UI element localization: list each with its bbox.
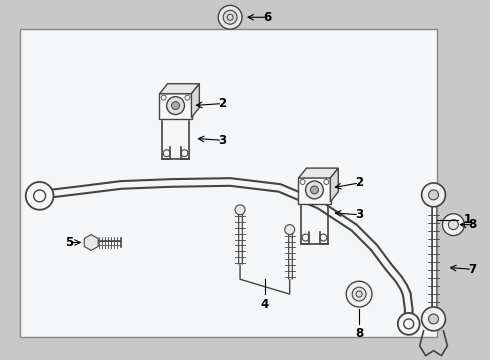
- Circle shape: [346, 281, 372, 307]
- Text: 6: 6: [264, 11, 272, 24]
- Text: 4: 4: [261, 297, 269, 311]
- Polygon shape: [298, 168, 338, 178]
- Text: 8: 8: [355, 327, 363, 340]
- FancyBboxPatch shape: [297, 177, 331, 204]
- Text: 8: 8: [468, 218, 476, 231]
- Circle shape: [429, 190, 439, 200]
- Circle shape: [429, 314, 439, 324]
- Circle shape: [421, 183, 445, 207]
- Circle shape: [285, 225, 294, 235]
- Text: 2: 2: [355, 176, 363, 189]
- Circle shape: [398, 313, 419, 335]
- Circle shape: [421, 307, 445, 331]
- Text: 3: 3: [218, 134, 226, 147]
- Text: 1: 1: [464, 213, 471, 226]
- Circle shape: [218, 5, 242, 29]
- Circle shape: [306, 181, 323, 199]
- FancyBboxPatch shape: [20, 29, 437, 337]
- Polygon shape: [330, 168, 338, 202]
- Circle shape: [172, 102, 179, 109]
- FancyBboxPatch shape: [159, 93, 193, 120]
- Text: 2: 2: [218, 97, 226, 110]
- Circle shape: [442, 214, 465, 235]
- Circle shape: [235, 205, 245, 215]
- Polygon shape: [192, 84, 199, 117]
- Circle shape: [167, 96, 184, 114]
- Circle shape: [448, 220, 458, 230]
- Polygon shape: [84, 235, 98, 251]
- Circle shape: [223, 10, 237, 24]
- Polygon shape: [160, 84, 199, 94]
- Circle shape: [352, 287, 366, 301]
- Text: 5: 5: [65, 236, 74, 249]
- Circle shape: [311, 186, 319, 194]
- Text: 7: 7: [468, 263, 476, 276]
- Circle shape: [25, 182, 53, 210]
- Text: 3: 3: [355, 208, 363, 221]
